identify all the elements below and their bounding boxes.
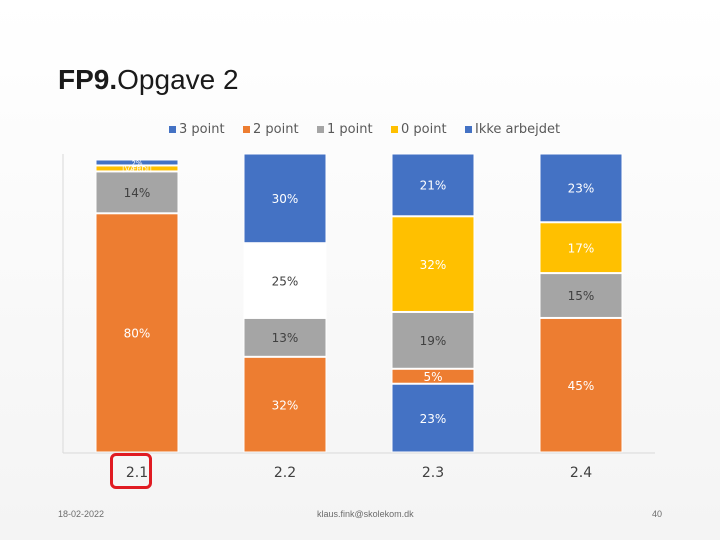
x-tick-label-2-1: 2.1: [126, 465, 148, 481]
data-label-2-2-1-point: 25%: [272, 274, 299, 288]
bar-2-3-2-point: [391, 368, 475, 384]
data-label-2-4-2-point: 15%: [568, 289, 595, 303]
bar-2-4-ikke-arbejdet: [539, 153, 623, 223]
bar-2-2-1-point: [243, 243, 327, 318]
bar-2-1-2-point: [95, 213, 179, 453]
data-label-2-4-3-point: 45%: [568, 379, 595, 393]
bar-2-1-ikke-arbejdet: [95, 159, 179, 166]
data-label-2-1-0-point: [VÆRDI]: [122, 165, 152, 173]
data-label-2-2-3-point: 32%: [272, 398, 299, 412]
data-label-2-3-1-point: 19%: [420, 334, 447, 348]
data-label-2-3-2-point: 5%: [423, 370, 442, 384]
bar-2-1-1-point: [95, 171, 179, 214]
legend-swatch-1-point: [317, 126, 324, 133]
data-label-2-3-ikke-arbejdet: 21%: [420, 179, 447, 193]
bar-2-2-ikke-arbejdet: [243, 153, 327, 244]
legend-swatch-3-point: [169, 126, 176, 133]
legend-swatch-0-point: [391, 126, 398, 133]
data-label-2-3-0-point: 32%: [420, 258, 447, 272]
legend-swatch-2-point: [243, 126, 250, 133]
legend-label-1-point: 1 point: [327, 122, 373, 137]
bar-2-1-0-point: [95, 165, 179, 172]
title-rest: Opgave 2: [117, 64, 239, 95]
data-label-2-4-ikke-arbejdet: 23%: [568, 182, 595, 196]
bar-2-3-ikke-arbejdet: [391, 153, 475, 217]
bar-2-4-2-point: [539, 273, 623, 318]
bar-2-4-1-point: [539, 222, 623, 274]
bar-2-3-0-point: [391, 216, 475, 312]
footer-email: klaus.fink@skolekom.dk: [317, 509, 414, 519]
data-label-2-3-3-point: 23%: [420, 412, 447, 426]
bar-2-3-1-point: [391, 311, 475, 369]
data-label-2-1-1-point: 14%: [124, 186, 151, 200]
data-label-2-4-1-point: 17%: [568, 241, 595, 255]
highlight-box: [110, 453, 152, 489]
legend-label-2-point: 2 point: [253, 122, 299, 137]
bar-2-3-3-point: [391, 383, 475, 453]
x-tick-label-2-3: 2.3: [422, 465, 444, 481]
bar-2-2-3-point: [243, 356, 327, 453]
legend-label-3-point: 3 point: [179, 122, 225, 137]
page-number: 40: [652, 509, 663, 519]
legend-label-ikke-arbejdet: Ikke arbejdet: [475, 122, 560, 137]
data-label-2-2-ikke-arbejdet: 30%: [272, 192, 299, 206]
slide-title: FP9.Opgave 2: [58, 64, 239, 96]
legend-swatch-ikke-arbejdet: [465, 126, 472, 133]
bar-2-4-3-point: [539, 317, 623, 453]
x-tick-label-2-2: 2.2: [274, 465, 296, 481]
bar-2-2-2-point: [243, 317, 327, 357]
title-bold: FP9.: [58, 64, 118, 95]
footer-date: 18-02-2022: [58, 509, 105, 519]
data-label-2-2-2-point: 13%: [272, 331, 299, 345]
legend-label-0-point: 0 point: [401, 122, 447, 137]
x-tick-label-2-4: 2.4: [570, 465, 592, 481]
data-label-2-1-2-point: 80%: [124, 327, 151, 341]
data-label-2-1-ikke-arbejdet: 2%: [131, 159, 142, 167]
